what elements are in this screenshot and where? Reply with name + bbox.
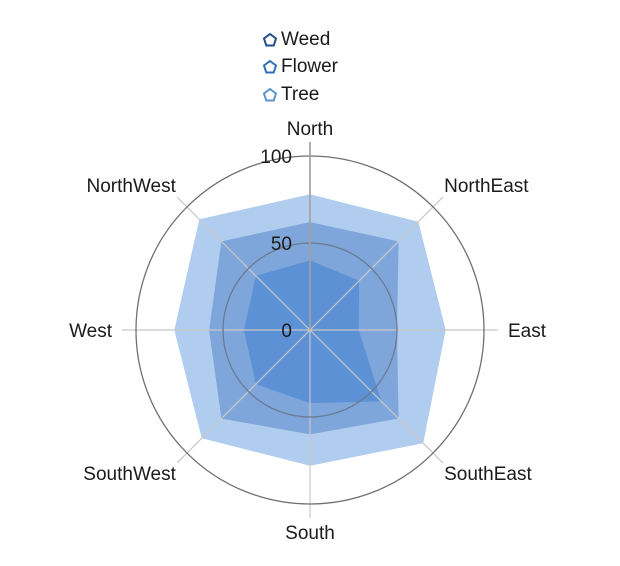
category-label-northwest: NorthWest [86, 176, 176, 197]
legend: Weed Flower Tree [262, 26, 338, 109]
category-label-southeast: SouthEast [444, 464, 532, 485]
spoke-line [176, 196, 311, 331]
spoke-line [176, 329, 311, 464]
radial-tick-label: 100 [260, 147, 292, 168]
legend-item-tree[interactable]: Tree [262, 81, 338, 109]
category-label-northeast: NorthEast [444, 176, 529, 197]
spoke-line [309, 196, 444, 331]
radial-tick-label: 50 [271, 234, 292, 255]
category-label-south: South [285, 523, 335, 544]
category-label-southwest: SouthWest [83, 464, 176, 485]
radial-tick-label: 0 [281, 321, 292, 342]
legend-item-weed[interactable]: Weed [262, 26, 338, 54]
legend-item-flower[interactable]: Flower [262, 54, 338, 82]
legend-label-weed: Weed [281, 28, 331, 50]
legend-label-tree: Tree [281, 83, 320, 105]
legend-label-flower: Flower [281, 56, 339, 78]
pentagon-icon [262, 60, 278, 74]
pentagon-icon [262, 32, 278, 47]
category-label-east: East [508, 321, 547, 342]
category-label-west: West [69, 321, 113, 342]
pentagon-icon [262, 87, 278, 102]
category-label-north: North [287, 119, 333, 140]
spoke-line [309, 329, 444, 464]
